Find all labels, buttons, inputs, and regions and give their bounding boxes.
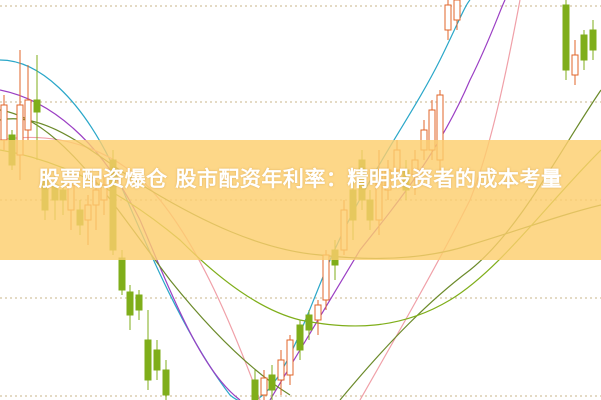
candle-body (153, 349, 161, 371)
candle-body (296, 324, 304, 351)
candle-body (33, 99, 41, 113)
candle-body (0, 104, 8, 141)
candle-body (453, 0, 461, 21)
article-title: 股票配资爆仓 股市配资年利率：精明投资者的成本考量 (38, 167, 563, 191)
candle-body (314, 304, 322, 321)
candle-body (268, 374, 276, 391)
candle-body (277, 359, 285, 381)
candle-body (144, 339, 152, 381)
candle-body (322, 254, 330, 301)
candle-body (118, 257, 126, 291)
candle-body (24, 99, 32, 131)
candle-body (571, 54, 579, 76)
candle-body (286, 339, 294, 376)
candle-body (562, 4, 570, 71)
candle-body (251, 379, 259, 400)
candle-body (126, 291, 134, 316)
candle-body (260, 377, 268, 396)
candle-body (135, 294, 143, 311)
candle-body (444, 4, 452, 31)
candle-body (305, 314, 313, 331)
candle-body (580, 34, 588, 61)
candle-body (589, 29, 597, 51)
title-banner (0, 140, 601, 260)
candle-body (162, 369, 170, 396)
